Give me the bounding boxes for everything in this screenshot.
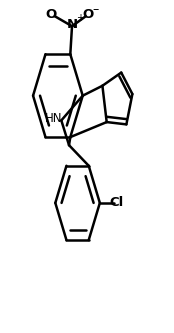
Text: N: N: [66, 18, 78, 31]
Text: Cl: Cl: [110, 196, 124, 209]
Text: O: O: [83, 8, 94, 21]
Text: +: +: [76, 13, 84, 23]
Text: O: O: [46, 8, 57, 21]
Text: –: –: [92, 3, 98, 16]
Text: HN: HN: [45, 112, 62, 125]
